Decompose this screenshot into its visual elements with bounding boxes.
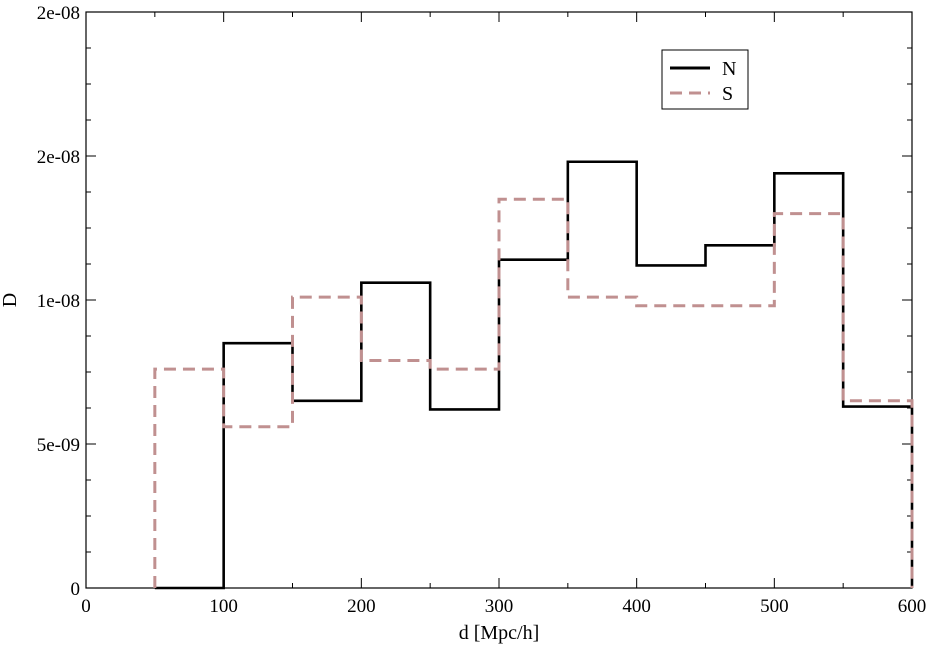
x-tick-label: 100 (209, 596, 238, 617)
x-tick-labels: 0 100 200 300 400 500 600 (81, 596, 926, 617)
series-s-line (153, 197, 914, 588)
x-tick-label: 300 (485, 596, 514, 617)
x-tick-label: 400 (622, 596, 651, 617)
y-tick-label: 5e-09 (37, 435, 80, 456)
series-lines (153, 160, 914, 590)
x-tick-label: 0 (81, 596, 91, 617)
legend-label-n: N (722, 58, 736, 80)
legend: N S (661, 49, 749, 110)
legend-label-s: S (722, 83, 733, 105)
y-tick-label: 2e-08 (37, 3, 80, 24)
y-tick-label: 1e-08 (37, 291, 80, 312)
y-tick-labels: 0 5e-09 1e-08 2e-08 2e-08 (37, 3, 80, 600)
axis-ticks (85, 11, 913, 589)
y-axis-title: D (0, 293, 21, 307)
legend-box (661, 49, 749, 110)
y-tick-label: 0 (71, 579, 81, 600)
x-axis-title: d [Mpc/h] (459, 622, 540, 644)
x-tick-label: 600 (898, 596, 927, 617)
x-tick-label: 200 (347, 596, 376, 617)
y-tick-label: 2e-08 (37, 147, 80, 168)
x-tick-label: 500 (760, 596, 789, 617)
